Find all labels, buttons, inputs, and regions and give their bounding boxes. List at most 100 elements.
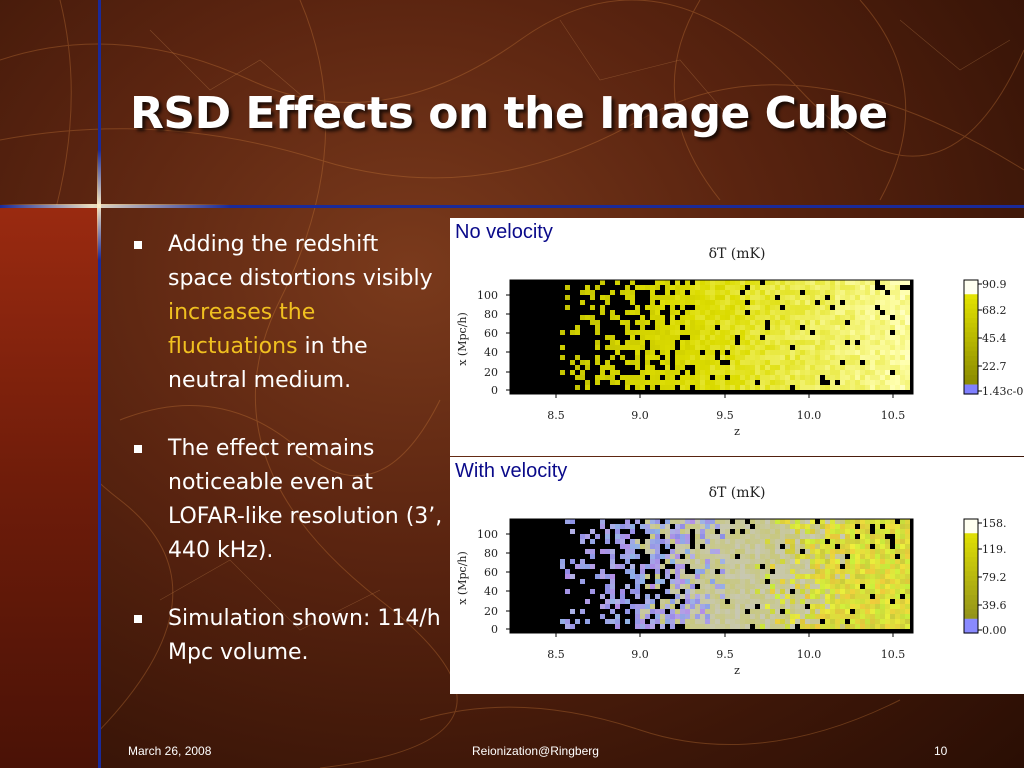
map-cell (865, 305, 870, 310)
map-cell (625, 554, 630, 559)
map-cell (730, 549, 735, 554)
map-cell (845, 589, 850, 594)
map-cell (830, 524, 835, 529)
map-cell (755, 624, 760, 629)
map-cell (760, 534, 765, 539)
map-cell (905, 519, 910, 524)
colorbar (963, 518, 982, 634)
map-cell (615, 599, 620, 604)
map-cell (585, 290, 590, 295)
map-cell (745, 554, 750, 559)
map-cell (895, 569, 900, 574)
map-cell (830, 285, 835, 290)
map-cell (650, 539, 655, 544)
map-cell (650, 604, 655, 609)
map-cell (840, 380, 845, 385)
map-cell (895, 315, 900, 320)
map-cell (695, 345, 700, 350)
x-tick-label: 10.5 (881, 648, 906, 661)
map-cell (730, 554, 735, 559)
map-cell (785, 609, 790, 614)
map-cell (850, 290, 855, 295)
map-cell (885, 574, 890, 579)
map-cell (850, 579, 855, 584)
map-cell (705, 579, 710, 584)
map-cell (905, 290, 910, 295)
map-cell (890, 529, 895, 534)
map-cell (835, 529, 840, 534)
map-cell (855, 385, 860, 390)
map-cell (630, 375, 635, 380)
map-cell (635, 385, 640, 390)
map-cell (805, 280, 810, 285)
map-cell (750, 574, 755, 579)
colorbar-tick-label: 22.7 (982, 360, 1007, 373)
map-cell (765, 564, 770, 569)
map-cell (705, 280, 710, 285)
map-cell (750, 599, 755, 604)
map-cell (670, 624, 675, 629)
temperature-map (506, 518, 914, 637)
y-tick-label: 0 (491, 623, 498, 636)
map-cell (770, 624, 775, 629)
map-cell (825, 335, 830, 340)
map-cell (860, 579, 865, 584)
map-cell (695, 604, 700, 609)
map-cell (690, 345, 695, 350)
map-cell (700, 614, 705, 619)
map-cell (765, 604, 770, 609)
map-cell (780, 370, 785, 375)
map-cell (795, 539, 800, 544)
map-cell (885, 599, 890, 604)
map-cell (835, 534, 840, 539)
map-cell (880, 564, 885, 569)
map-cell (655, 330, 660, 335)
map-cell (840, 320, 845, 325)
map-cell (750, 604, 755, 609)
map-cell (780, 614, 785, 619)
map-cell (700, 554, 705, 559)
map-cell (580, 539, 585, 544)
map-cell (700, 340, 705, 345)
map-cell (860, 285, 865, 290)
map-cell (850, 300, 855, 305)
map-cell (860, 609, 865, 614)
map-cell (890, 609, 895, 614)
map-cell (650, 534, 655, 539)
map-cell (705, 539, 710, 544)
map-cell (745, 315, 750, 320)
map-cell (710, 370, 715, 375)
map-cell (870, 310, 875, 315)
map-cell (865, 290, 870, 295)
map-cell (710, 315, 715, 320)
map-cell (905, 340, 910, 345)
map-cell (865, 285, 870, 290)
y-tick-label: 0 (491, 384, 498, 397)
map-cell (760, 375, 765, 380)
map-cell (790, 360, 795, 365)
map-cell (765, 544, 770, 549)
map-cell (875, 325, 880, 330)
map-cell (790, 300, 795, 305)
map-cell (665, 519, 670, 524)
map-cell (760, 579, 765, 584)
colorbar-segment (964, 360, 978, 367)
map-cell (780, 584, 785, 589)
map-cell (600, 549, 605, 554)
map-cell (760, 340, 765, 345)
map-cell (795, 350, 800, 355)
map-cell (720, 385, 725, 390)
map-cell (700, 285, 705, 290)
map-cell (805, 295, 810, 300)
map-cell (660, 345, 665, 350)
map-cell (720, 539, 725, 544)
map-cell (770, 534, 775, 539)
map-cell (815, 310, 820, 315)
map-cell (875, 564, 880, 569)
map-cell (885, 549, 890, 554)
map-cell (730, 604, 735, 609)
map-cell (850, 559, 855, 564)
x-tick-label: 10.5 (881, 409, 906, 422)
map-cell (720, 355, 725, 360)
map-cell (820, 370, 825, 375)
